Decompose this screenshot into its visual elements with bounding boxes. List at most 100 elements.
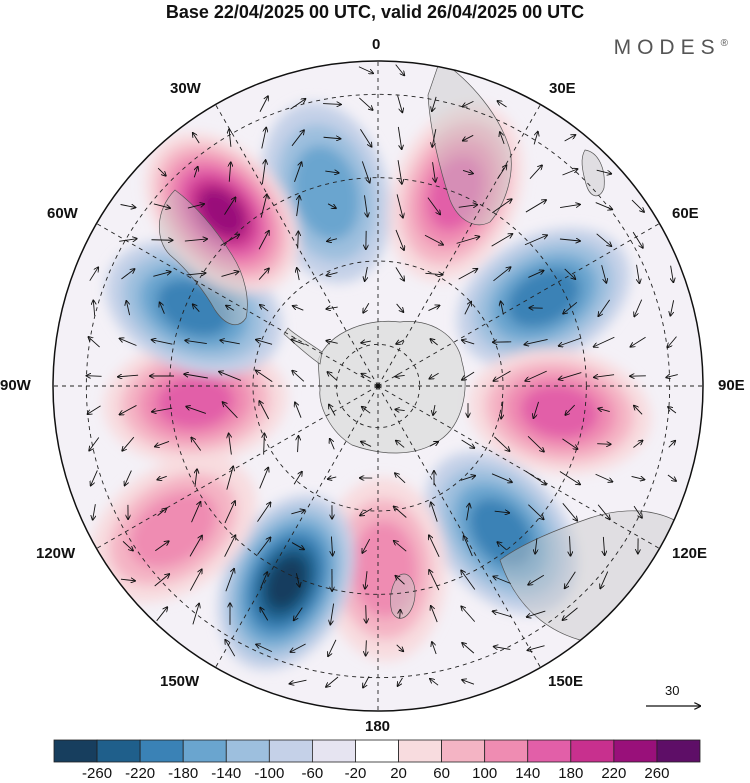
wind-vector <box>524 235 547 246</box>
colorbar-tick-label: -140 <box>211 765 242 782</box>
wind-vector <box>154 574 170 587</box>
wind-vector <box>497 165 507 180</box>
wind-vector <box>361 341 371 343</box>
wind-vector <box>193 304 200 312</box>
wind-vector <box>192 604 199 625</box>
wind-vector <box>125 470 132 486</box>
positive-anomaly-center <box>322 477 447 662</box>
wind-vector <box>365 266 368 281</box>
wind-vector <box>258 231 269 250</box>
wind-vector <box>462 371 475 380</box>
wind-vector <box>220 235 240 246</box>
wind-vector <box>326 676 339 687</box>
wind-vector <box>564 135 576 142</box>
wind-vector <box>595 202 613 210</box>
negative-anomaly-center <box>457 228 630 368</box>
wind-vector <box>225 640 236 657</box>
lon-label-30e: 30E <box>549 80 576 97</box>
wind-vector <box>497 542 507 551</box>
wind-vector <box>325 171 338 173</box>
wind-vector <box>93 504 96 520</box>
africa-landmass <box>427 61 512 226</box>
wind-vector <box>151 240 172 241</box>
wind-vector <box>570 536 571 556</box>
wind-vector <box>463 134 474 140</box>
wind-vector <box>260 572 268 589</box>
wind-vector <box>492 199 511 214</box>
wind-vector <box>501 401 503 418</box>
wind-vector <box>528 574 545 584</box>
wind-vector <box>362 538 371 553</box>
anomaly-contour-fill <box>469 498 534 568</box>
wind-vector <box>260 194 267 218</box>
wind-vector <box>89 437 100 450</box>
map-title: Base 22/04/2025 00 UTC, valid 26/04/2025… <box>165 2 585 22</box>
wind-vector <box>119 239 137 242</box>
wind-vector <box>189 569 201 591</box>
wind-vector <box>671 265 674 283</box>
wind-vector <box>291 340 305 345</box>
colorbar-swatch <box>484 739 529 763</box>
wind-vector <box>433 162 436 182</box>
wind-vector <box>224 535 236 557</box>
wind-vector <box>666 375 678 378</box>
wind-vector <box>91 470 98 485</box>
reference-vector-label: 30 <box>665 683 680 698</box>
wind-vector <box>429 442 438 447</box>
wind-vector <box>361 161 369 182</box>
wind-vector <box>120 339 137 346</box>
wind-vector <box>323 137 341 139</box>
wind-vector <box>458 205 478 208</box>
wind-vector <box>603 536 604 555</box>
meridian-line <box>377 104 541 387</box>
wind-vector <box>525 470 546 484</box>
colorbar-swatch <box>570 739 615 763</box>
wind-vector <box>433 404 435 415</box>
wind-vector <box>559 372 582 380</box>
wind-vector <box>191 438 202 451</box>
wind-vector <box>365 571 367 589</box>
wind-vector <box>87 405 101 414</box>
wind-vector <box>494 647 511 650</box>
wind-vector <box>458 269 478 280</box>
wind-vector <box>329 405 336 416</box>
wind-vector <box>326 341 338 344</box>
wind-vector <box>493 611 512 618</box>
wind-vector <box>257 537 270 555</box>
wind-vector <box>427 197 440 215</box>
anomaly-contour-fill <box>292 145 360 241</box>
wind-vector <box>424 234 443 245</box>
colorbar-swatches <box>53 739 701 763</box>
south-america-landmass <box>158 189 248 326</box>
wind-vector <box>293 472 302 485</box>
wind-vector <box>396 644 404 651</box>
wind-vector <box>363 303 370 312</box>
lon-label-30w: 30W <box>170 80 201 97</box>
wind-vector <box>562 169 578 176</box>
wind-vector <box>366 605 367 623</box>
wind-vector <box>193 133 200 144</box>
wind-vector <box>462 340 475 345</box>
graticule <box>53 61 703 711</box>
wind-vector <box>258 268 269 280</box>
wind-vector <box>467 504 470 521</box>
wind-vector <box>297 196 300 217</box>
wind-vector <box>596 169 612 174</box>
wind-vector <box>562 503 577 520</box>
colorbar-tick-label: 60 <box>433 765 450 782</box>
wind-vector <box>229 129 231 147</box>
wind-vector <box>223 402 238 419</box>
wind-vector <box>394 506 407 518</box>
wind-vector <box>398 677 403 686</box>
lon-label-90e: 90E <box>718 377 745 394</box>
lon-label-120w: 120W <box>36 545 76 562</box>
meridian-line <box>215 385 379 668</box>
wind-vector <box>93 300 94 316</box>
colorbar-swatch <box>225 739 270 763</box>
wind-vector <box>363 676 370 687</box>
wind-vector <box>298 436 299 453</box>
wind-vector <box>667 474 676 481</box>
wind-vector <box>527 610 546 617</box>
wind-vector <box>397 160 402 184</box>
